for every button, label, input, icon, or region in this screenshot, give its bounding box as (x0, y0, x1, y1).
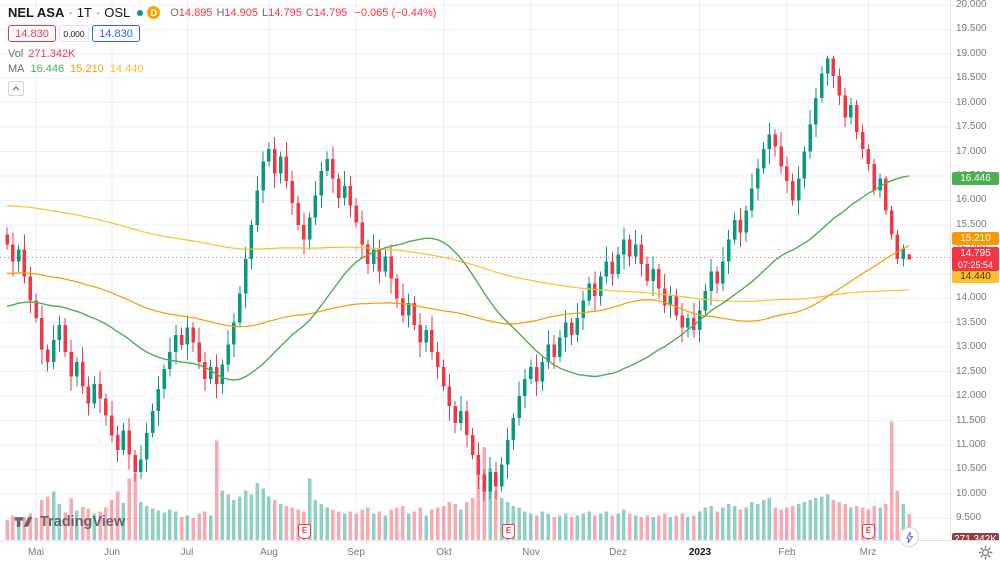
delayed-data-badge[interactable]: D (147, 6, 161, 19)
low-value: 14.795 (268, 6, 302, 19)
time-tick-label: Nov (522, 547, 540, 558)
separator: · (95, 5, 101, 20)
price-axis-label: 15.210 (952, 232, 999, 245)
price-tick-label: 19.000 (956, 48, 987, 59)
symbol-name[interactable]: NEL ASA (8, 5, 65, 20)
tradingview-logo-icon (14, 517, 33, 527)
time-tick-label: Dez (609, 547, 627, 558)
price-tick-label: 12.500 (956, 366, 987, 377)
gear-icon[interactable] (978, 545, 993, 560)
close-label: C (305, 6, 314, 19)
separator: · (68, 5, 73, 20)
earnings-icon[interactable]: E (298, 524, 311, 539)
time-tick-label: Mrz (859, 547, 877, 558)
close-value: 14.795 (313, 6, 348, 19)
lightning-icon (905, 531, 913, 543)
price-tick-label: 13.500 (956, 317, 987, 328)
spread-value: 0.000 (59, 25, 89, 42)
ma-label: MA (8, 63, 25, 75)
price-tick-label: 19.500 (956, 23, 987, 34)
chart-legend: NEL ASA · 1T · OSL D O14.895 H14.905 L14… (8, 5, 436, 96)
price-tick-label: 10.500 (956, 463, 987, 474)
volume-legend-row[interactable]: Vol 271.342K (8, 48, 436, 60)
quick-trade-button[interactable] (899, 527, 919, 547)
price-tick-label: 13.000 (956, 341, 987, 352)
volume-value: 271.342K (28, 48, 76, 60)
exchange-name[interactable]: OSL (104, 5, 131, 20)
earnings-icon[interactable]: E (862, 524, 875, 539)
price-axis-label: 14.795 07:25:54 (952, 247, 999, 271)
ohlc-values: O14.895 H14.905 L14.795 C14.795 (170, 7, 347, 19)
price-tick-label: 20.000 (956, 0, 987, 10)
high-value: 14.905 (224, 6, 259, 19)
time-tick-label: Okt (436, 547, 452, 558)
price-tick-label: 14.000 (956, 292, 987, 303)
trade-panel: 14.830 0.000 14.830 (8, 25, 436, 42)
price-tick-label: 17.000 (956, 146, 987, 157)
price-tick-label: 9.500 (956, 512, 982, 523)
buy-button[interactable]: 14.830 (92, 25, 140, 42)
price-axis[interactable]: 20.000 19.500 19.000 18.500 18.000 17.500 17.0… (950, 0, 1000, 546)
sell-button[interactable]: 14.830 (8, 25, 56, 42)
time-tick-label: Mai (27, 547, 45, 558)
tradingview-watermark[interactable]: TradingView (14, 514, 125, 530)
price-tick-label: 18.000 (956, 97, 987, 108)
ma-value-1: 16.446 (30, 63, 65, 75)
ma-value-2: 15.210 (70, 63, 104, 75)
axis-settings-corner (950, 540, 1000, 564)
time-axis[interactable]: Mai Jun Jul Aug Sep Okt Nov Dez 2023 Feb Mrz (0, 540, 950, 564)
earnings-icon[interactable]: E (502, 524, 515, 539)
low-label: L (262, 6, 269, 19)
chevron-up-icon (12, 86, 20, 91)
legend-collapse-button[interactable] (8, 81, 24, 96)
open-label: O (170, 6, 179, 19)
high-label: H (216, 6, 225, 19)
watermark-text: TradingView (40, 514, 126, 530)
ma-value-3: 14.440 (109, 63, 144, 75)
ma-legend-row[interactable]: MA 16.446 15.210 14.440 (8, 63, 436, 75)
price-tick-label: 18.500 (956, 72, 987, 83)
price-tick-label: 17.500 (956, 121, 987, 132)
price-axis-label: 16.446 (952, 172, 999, 185)
change-value: −0.065 (−0.44%) (354, 6, 437, 19)
price-tick-label: 11.000 (956, 439, 986, 450)
chart-canvas[interactable] (0, 0, 950, 540)
time-tick-label: Jun (103, 547, 121, 558)
market-open-status-icon (137, 9, 144, 16)
time-tick-label: Sep (347, 547, 365, 558)
time-tick-label: 2023 (688, 547, 712, 558)
price-tick-label: 12.000 (956, 390, 987, 401)
time-tick-label: Aug (260, 547, 278, 558)
price-tick-label: 15.500 (956, 219, 987, 230)
open-value: 14.895 (178, 6, 213, 19)
time-tick-label: Feb (778, 547, 796, 558)
volume-label: Vol (8, 48, 24, 60)
price-tick-label: 10.000 (956, 488, 987, 499)
time-tick-label: Jul (180, 547, 194, 558)
price-axis-label: 14.440 (952, 270, 999, 283)
price-tick-label: 11.500 (956, 415, 986, 426)
price-tick-label: 16.000 (956, 194, 987, 205)
interval-value[interactable]: 1T (76, 5, 92, 20)
symbol-legend-row: NEL ASA · 1T · OSL D O14.895 H14.905 L14… (8, 5, 436, 20)
